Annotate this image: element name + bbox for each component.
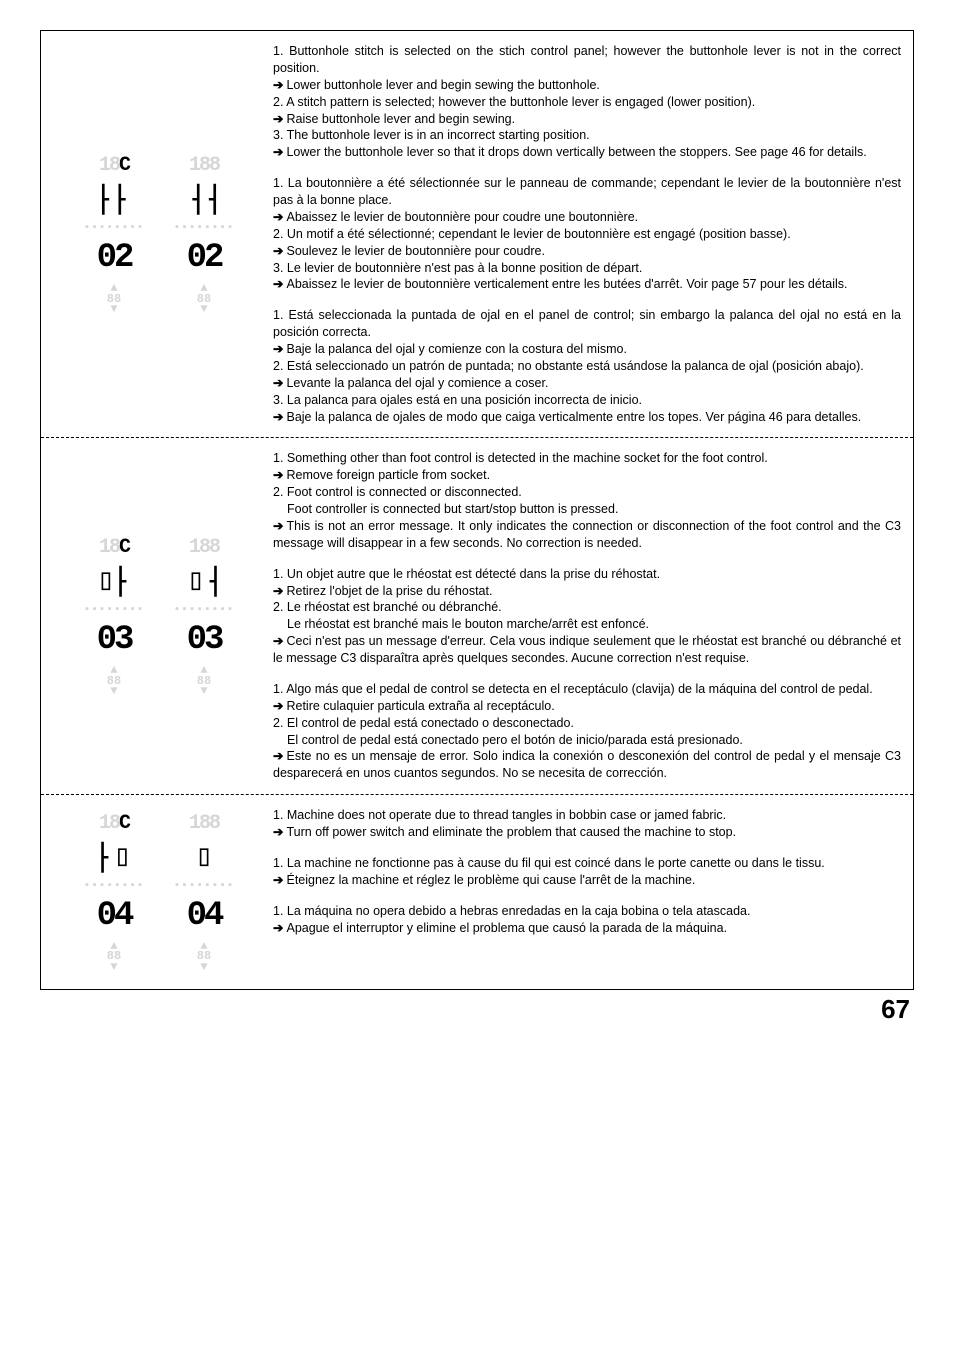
language-block: 1. Something other than foot control is …: [273, 450, 901, 551]
instruction-line: Retirez l'objet de la prise du réhostat.: [273, 583, 901, 600]
error-section: 18C⸠⸠▪▪▪▪▪▪▪▪02▲88▼188⸡⸡▪▪▪▪▪▪▪▪02▲88▼1.…: [41, 31, 913, 438]
text-column: 1. Machine does not operate due to threa…: [269, 807, 901, 977]
lcd-panel: 188▯▪▪▪▪▪▪▪▪04▲88▼: [168, 807, 240, 977]
page-number: 67: [40, 994, 914, 1025]
language-block: 1. La máquina no opera debido a hebras e…: [273, 903, 901, 937]
description-line: Foot controller is connected but start/s…: [273, 501, 901, 518]
description-line: 3. Le levier de boutonnière n'est pas à …: [273, 260, 901, 277]
instruction-line: This is not an error message. It only in…: [273, 518, 901, 552]
lcd-column: 18C⸠⸠▪▪▪▪▪▪▪▪02▲88▼188⸡⸡▪▪▪▪▪▪▪▪02▲88▼: [49, 43, 269, 425]
lcd-panel: 18C▯⸠▪▪▪▪▪▪▪▪03▲88▼: [78, 531, 150, 701]
lcd-panel: 18C⸠▯▪▪▪▪▪▪▪▪04▲88▼: [78, 807, 150, 977]
instruction-line: Apague el interruptor y elimine el probl…: [273, 920, 901, 937]
description-line: Le rhéostat est branché mais le bouton m…: [273, 616, 901, 633]
instruction-line: Lower the buttonhole lever so that it dr…: [273, 144, 901, 161]
description-line: 2. Un motif a été sélectionné; cependant…: [273, 226, 901, 243]
language-block: 1. Un objet autre que le rhéostat est dé…: [273, 566, 901, 667]
text-column: 1. Buttonhole stitch is selected on the …: [269, 43, 901, 425]
description-line: 2. Le rhéostat est branché ou débranché.: [273, 599, 901, 616]
language-block: 1. Algo más que el pedal de control se d…: [273, 681, 901, 782]
lcd-panel: 188⸡⸡▪▪▪▪▪▪▪▪02▲88▼: [168, 149, 240, 319]
description-line: 1. Machine does not operate due to threa…: [273, 807, 901, 824]
instruction-line: Raise buttonhole lever and begin sewing.: [273, 111, 901, 128]
lcd-column: 18C▯⸠▪▪▪▪▪▪▪▪03▲88▼188▯⸡▪▪▪▪▪▪▪▪03▲88▼: [49, 450, 269, 782]
language-block: 1. Está seleccionada la puntada de ojal …: [273, 307, 901, 425]
description-line: 1. Something other than foot control is …: [273, 450, 901, 467]
lcd-panel: 188▯⸡▪▪▪▪▪▪▪▪03▲88▼: [168, 531, 240, 701]
description-line: 1. La machine ne fonctionne pas à cause …: [273, 855, 901, 872]
instruction-line: Este no es un mensaje de error. Solo ind…: [273, 748, 901, 782]
text-column: 1. Something other than foot control is …: [269, 450, 901, 782]
description-line: 1. Buttonhole stitch is selected on the …: [273, 43, 901, 77]
language-block: 1. Buttonhole stitch is selected on the …: [273, 43, 901, 161]
description-line: 1. Un objet autre que le rhéostat est dé…: [273, 566, 901, 583]
description-line: 3. La palanca para ojales está en una po…: [273, 392, 901, 409]
description-line: 1. La máquina no opera debido a hebras e…: [273, 903, 901, 920]
language-block: 1. La boutonnière a été sélectionnée sur…: [273, 175, 901, 293]
error-section: 18C▯⸠▪▪▪▪▪▪▪▪03▲88▼188▯⸡▪▪▪▪▪▪▪▪03▲88▼1.…: [41, 438, 913, 795]
language-block: 1. La machine ne fonctionne pas à cause …: [273, 855, 901, 889]
instruction-line: Levante la palanca del ojal y comience a…: [273, 375, 901, 392]
instruction-line: Soulevez le levier de boutonnière pour c…: [273, 243, 901, 260]
language-block: 1. Machine does not operate due to threa…: [273, 807, 901, 841]
instruction-line: Éteignez la machine et réglez le problèm…: [273, 872, 901, 889]
instruction-line: Baje la palanca del ojal y comienze con …: [273, 341, 901, 358]
instruction-line: Remove foreign particle from socket.: [273, 467, 901, 484]
description-line: 2. Está seleccionado un patrón de puntad…: [273, 358, 901, 375]
description-line: 2. A stitch pattern is selected; however…: [273, 94, 901, 111]
instruction-line: Lower buttonhole lever and begin sewing …: [273, 77, 901, 94]
instruction-line: Turn off power switch and eliminate the …: [273, 824, 901, 841]
error-section: 18C⸠▯▪▪▪▪▪▪▪▪04▲88▼188▯▪▪▪▪▪▪▪▪04▲88▼1. …: [41, 795, 913, 989]
instruction-line: Retire culaquier particula extraña al re…: [273, 698, 901, 715]
description-line: 2. Foot control is connected or disconne…: [273, 484, 901, 501]
page-frame: 18C⸠⸠▪▪▪▪▪▪▪▪02▲88▼188⸡⸡▪▪▪▪▪▪▪▪02▲88▼1.…: [40, 30, 914, 990]
lcd-column: 18C⸠▯▪▪▪▪▪▪▪▪04▲88▼188▯▪▪▪▪▪▪▪▪04▲88▼: [49, 807, 269, 977]
description-line: 1. Algo más que el pedal de control se d…: [273, 681, 901, 698]
lcd-panel: 18C⸠⸠▪▪▪▪▪▪▪▪02▲88▼: [78, 149, 150, 319]
description-line: El control de pedal está conectado pero …: [273, 732, 901, 749]
instruction-line: Baje la palanca de ojales de modo que ca…: [273, 409, 901, 426]
instruction-line: Abaissez le levier de boutonnière pour c…: [273, 209, 901, 226]
description-line: 3. The buttonhole lever is in an incorre…: [273, 127, 901, 144]
description-line: 1. Está seleccionada la puntada de ojal …: [273, 307, 901, 341]
instruction-line: Abaissez le levier de boutonnière vertic…: [273, 276, 901, 293]
description-line: 2. El control de pedal está conectado o …: [273, 715, 901, 732]
description-line: 1. La boutonnière a été sélectionnée sur…: [273, 175, 901, 209]
instruction-line: Ceci n'est pas un message d'erreur. Cela…: [273, 633, 901, 667]
